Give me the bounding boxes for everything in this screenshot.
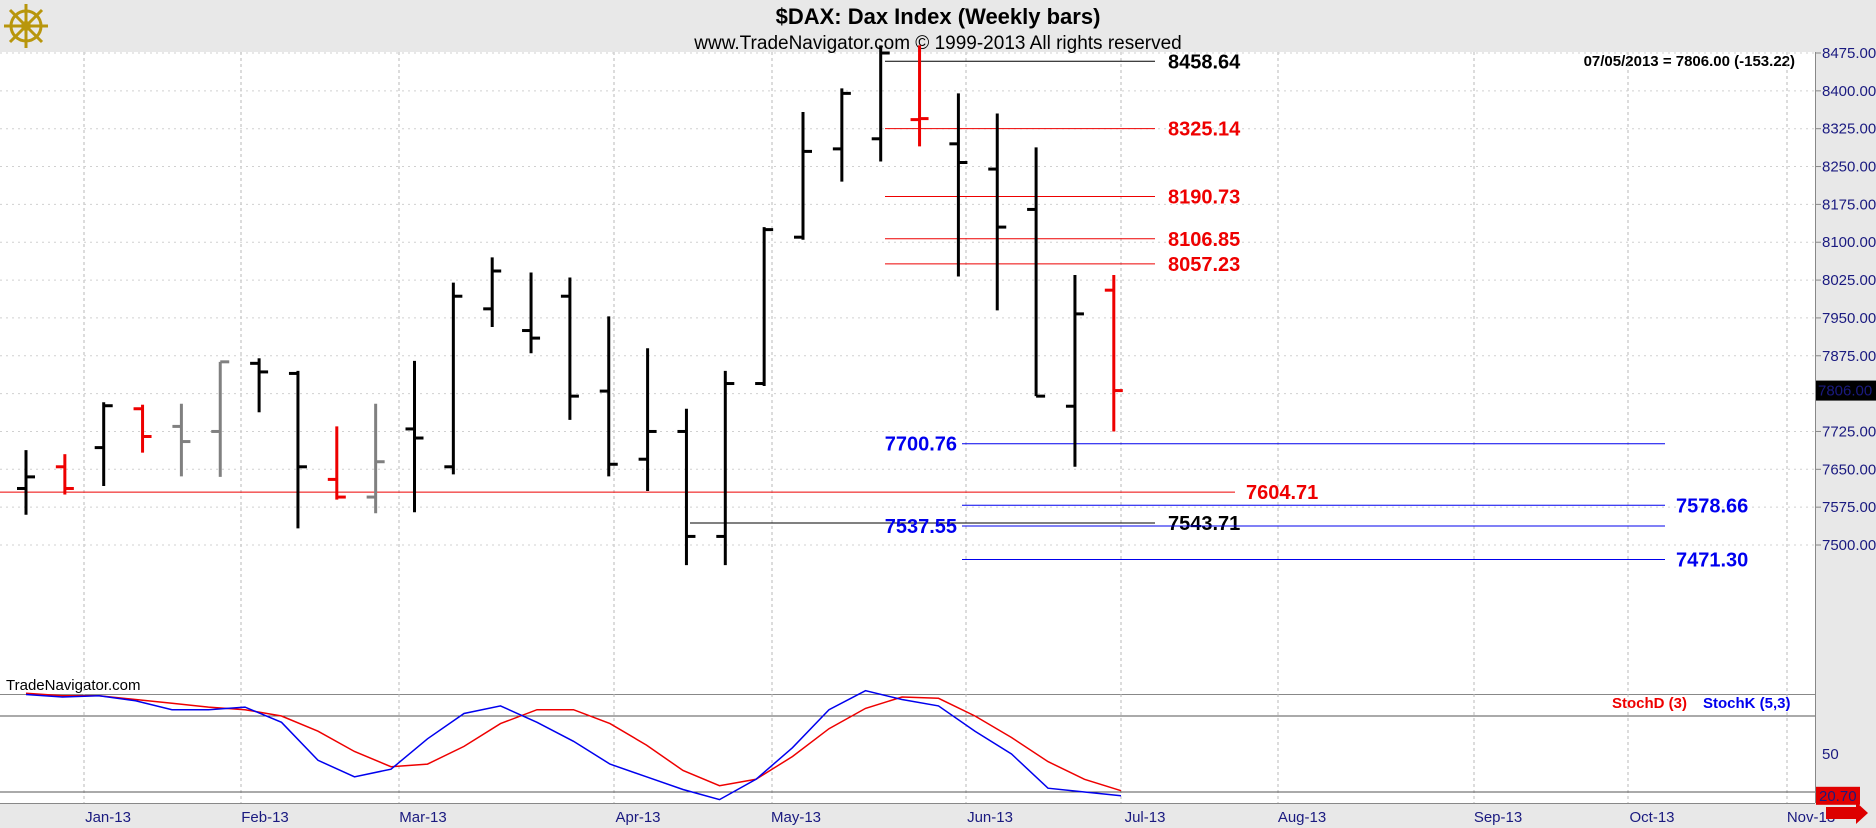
stoch-last-value-label: 20.70 [1819, 788, 1857, 805]
legend-stochd: StochD (3) [1612, 695, 1687, 712]
level-label: 7700.76 [885, 434, 957, 456]
x-tick-label: Feb-13 [241, 809, 289, 826]
stoch-series-line [25, 689, 1122, 801]
x-tick-label: Sep-13 [1474, 809, 1522, 826]
y-tick-label: 8100.00 [1822, 234, 1876, 251]
chart-title: $DAX: Dax Index (Weekly bars) [776, 4, 1101, 29]
level-label: 7537.55 [885, 516, 957, 538]
x-tick-label: Nov-13 [1787, 809, 1835, 826]
x-tick-label: Apr-13 [615, 809, 660, 826]
x-tick-label: Oct-13 [1629, 809, 1674, 826]
y-tick-label: 8325.00 [1822, 121, 1876, 138]
stochastic-layer: 50 20.70 [0, 689, 1860, 805]
y-tick-label: 7875.00 [1822, 348, 1876, 365]
chart-subtitle: www.TradeNavigator.com © 1999-2013 All r… [693, 33, 1181, 54]
x-tick-label: Jun-13 [967, 809, 1013, 826]
level-label: 7578.66 [1676, 495, 1748, 517]
price-bars-layer [17, 45, 1123, 566]
level-label: 8106.85 [1168, 229, 1240, 251]
axis-labels-layer: Jan-13 Feb-13 Mar-13 Apr-13 May-13 Jun-13 Jul-… [85, 45, 1876, 826]
level-label: 8458.64 [1168, 51, 1241, 73]
x-tick-label: Jan-13 [85, 809, 131, 826]
legend-stochk: StochK (5,3) [1703, 695, 1791, 712]
y-tick-label: 8025.00 [1822, 272, 1876, 289]
x-tick-label: Mar-13 [399, 809, 447, 826]
y-tick-label: 7500.00 [1822, 537, 1876, 554]
y-tick-label: 7650.00 [1822, 461, 1876, 478]
header-band [0, 0, 1876, 52]
y-tick-label: 8475.00 [1822, 45, 1876, 62]
level-label: 8190.73 [1168, 186, 1240, 208]
level-lines-layer: 8458.64 8325.14 8190.73 8106.85 8057.23 7700.… [0, 51, 1748, 571]
scroll-arrow-icon[interactable] [1826, 802, 1868, 824]
last-price-label: 7806.00 [1818, 383, 1872, 400]
legend-layer: StochD (3) StochK (5,3) [1612, 695, 1791, 712]
grid-layer [0, 52, 1815, 804]
bottom-axis-band [0, 803, 1876, 828]
y-tick-label: 7725.00 [1822, 423, 1876, 440]
x-tick-label: May-13 [771, 809, 821, 826]
right-axis-band [1816, 52, 1876, 804]
y-tick-label: 7575.00 [1822, 499, 1876, 516]
y-tick-label: 8250.00 [1822, 159, 1876, 176]
level-label: 7471.30 [1676, 549, 1748, 571]
stoch-last-value-marker [1816, 786, 1860, 805]
y-tick-label: 7950.00 [1822, 310, 1876, 327]
watermark-text: TradeNavigator.com [6, 677, 141, 694]
x-tick-label: Jul-13 [1125, 809, 1166, 826]
ship-helm-logo-icon [4, 4, 48, 48]
y-tick-label: 8175.00 [1822, 196, 1876, 213]
last-quote-label: 07/05/2013 = 7806.00 (-153.22) [1584, 53, 1795, 70]
level-label: 8057.23 [1168, 254, 1240, 276]
level-label: 7604.71 [1246, 482, 1318, 504]
y-tick-label: 8400.00 [1822, 83, 1876, 100]
last-price-marker [1816, 380, 1876, 401]
stoch-tick-label: 50 [1822, 746, 1839, 763]
stoch-series-line [25, 692, 1122, 792]
level-label: 7543.71 [1168, 513, 1240, 535]
x-tick-label: Aug-13 [1278, 809, 1326, 826]
level-label: 8325.14 [1168, 119, 1241, 141]
